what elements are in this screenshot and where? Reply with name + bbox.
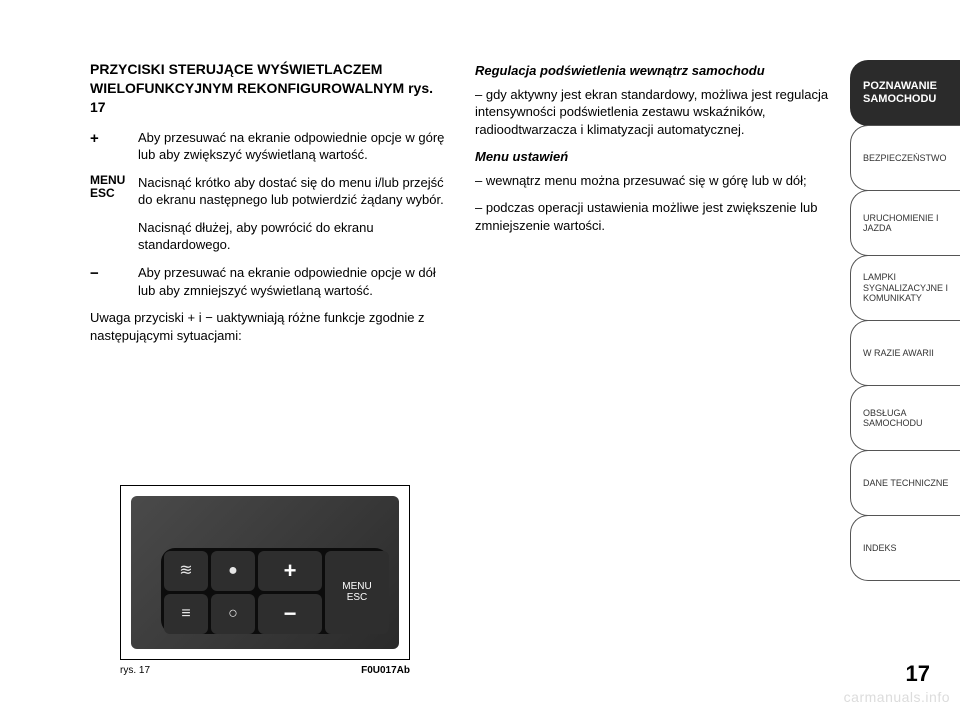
tab-uruchomienie[interactable]: URUCHOMIENIE I JAZDA	[850, 190, 960, 256]
figure-frame: ≋ ● ≡ ○ + − MENU ESC	[120, 485, 410, 660]
control-desc-plus: Aby przesuwać na ekranie odpowiednie opc…	[138, 129, 445, 164]
control-row-menu-2: Nacisnąć dłużej, aby powrócić do ekranu …	[90, 219, 445, 254]
figure-caption-right: F0U017Ab	[361, 664, 410, 678]
figure-caption-left: rys. 17	[120, 664, 150, 678]
control-desc-menu: Nacisnąć krótko aby dostać się do menu i…	[138, 174, 445, 209]
right-sub2-title: Menu ustawień	[475, 148, 830, 166]
control-row-plus: + Aby przesuwać na ekranie odpowiednie o…	[90, 129, 445, 164]
button-cluster: ≋ ● ≡ ○ + − MENU ESC	[161, 548, 389, 634]
figure-17: ≋ ● ≡ ○ + − MENU ESC rys. 17 F0U017Ab	[120, 485, 410, 678]
left-column: PRZYCISKI STERUJĄCE WYŚWIETLACZEM WIELOF…	[90, 60, 445, 354]
left-note: Uwaga przyciski + i − uaktywniają różne …	[90, 309, 445, 344]
parking-light-icon: ○	[211, 594, 255, 634]
right-sub2-text1: – wewnątrz menu można przesuwać się w gó…	[475, 172, 830, 190]
content-columns: PRZYCISKI STERUJĄCE WYŚWIETLACZEM WIELOF…	[90, 60, 830, 354]
minus-button-icon: −	[258, 594, 322, 634]
control-desc-minus: Aby przesuwać na ekranie odpowiednie opc…	[138, 264, 445, 299]
manual-page: PRZYCISKI STERUJĄCE WYŚWIETLACZEM WIELOF…	[0, 0, 960, 709]
left-section-title: PRZYCISKI STERUJĄCE WYŚWIETLACZEM WIELOF…	[90, 60, 445, 117]
control-symbol-plus: +	[90, 129, 138, 164]
control-symbol-menu-line1: MENU	[90, 173, 125, 187]
control-desc-menu-2: Nacisnąć dłużej, aby powrócić do ekranu …	[138, 219, 445, 254]
tab-awaria[interactable]: W RAZIE AWARII	[850, 320, 960, 386]
tab-dane[interactable]: DANE TECHNICZNE	[850, 450, 960, 516]
tab-lampki[interactable]: LAMPKI SYGNALIZACYJNE I KOMUNIKATY	[850, 255, 960, 321]
front-fog-light-icon: ≋	[164, 551, 208, 591]
page-number: 17	[906, 659, 930, 689]
tab-indeks[interactable]: INDEKS	[850, 515, 960, 581]
tab-bezpieczenstwo[interactable]: BEZPIECZEŃSTWO	[850, 125, 960, 191]
right-sub2-text2: – podczas operacji ustawienia możliwe je…	[475, 199, 830, 234]
figure-caption: rys. 17 F0U017Ab	[120, 664, 410, 678]
menu-label-bottom: ESC	[347, 592, 368, 603]
control-symbol-menu-line2: ESC	[90, 186, 115, 200]
menu-esc-button-icon: MENU ESC	[325, 551, 389, 634]
menu-label-top: MENU	[342, 581, 371, 592]
control-row-menu: MENU ESC Nacisnąć krótko aby dostać się …	[90, 174, 445, 209]
control-symbol-empty	[90, 219, 138, 254]
right-column: Regulacja podświetlenia wewnątrz samocho…	[475, 60, 830, 354]
side-tabs: POZNAWANIE SAMOCHODU BEZPIECZEŃSTWO URUC…	[850, 60, 960, 580]
right-sub1-title: Regulacja podświetlenia wewnątrz samocho…	[475, 62, 830, 80]
control-symbol-minus: −	[90, 264, 138, 299]
low-beam-icon: ●	[211, 551, 255, 591]
rear-fog-light-icon: ≡	[164, 594, 208, 634]
dashboard-panel: ≋ ● ≡ ○ + − MENU ESC	[131, 496, 399, 649]
watermark: carmanuals.info	[844, 688, 950, 707]
right-sub1-text: – gdy aktywny jest ekran standardowy, mo…	[475, 86, 830, 139]
plus-button-icon: +	[258, 551, 322, 591]
tab-poznawanie[interactable]: POZNAWANIE SAMOCHODU	[850, 60, 960, 126]
control-symbol-menu: MENU ESC	[90, 174, 138, 209]
control-row-minus: − Aby przesuwać na ekranie odpowiednie o…	[90, 264, 445, 299]
tab-obsluga[interactable]: OBSŁUGA SAMOCHODU	[850, 385, 960, 451]
